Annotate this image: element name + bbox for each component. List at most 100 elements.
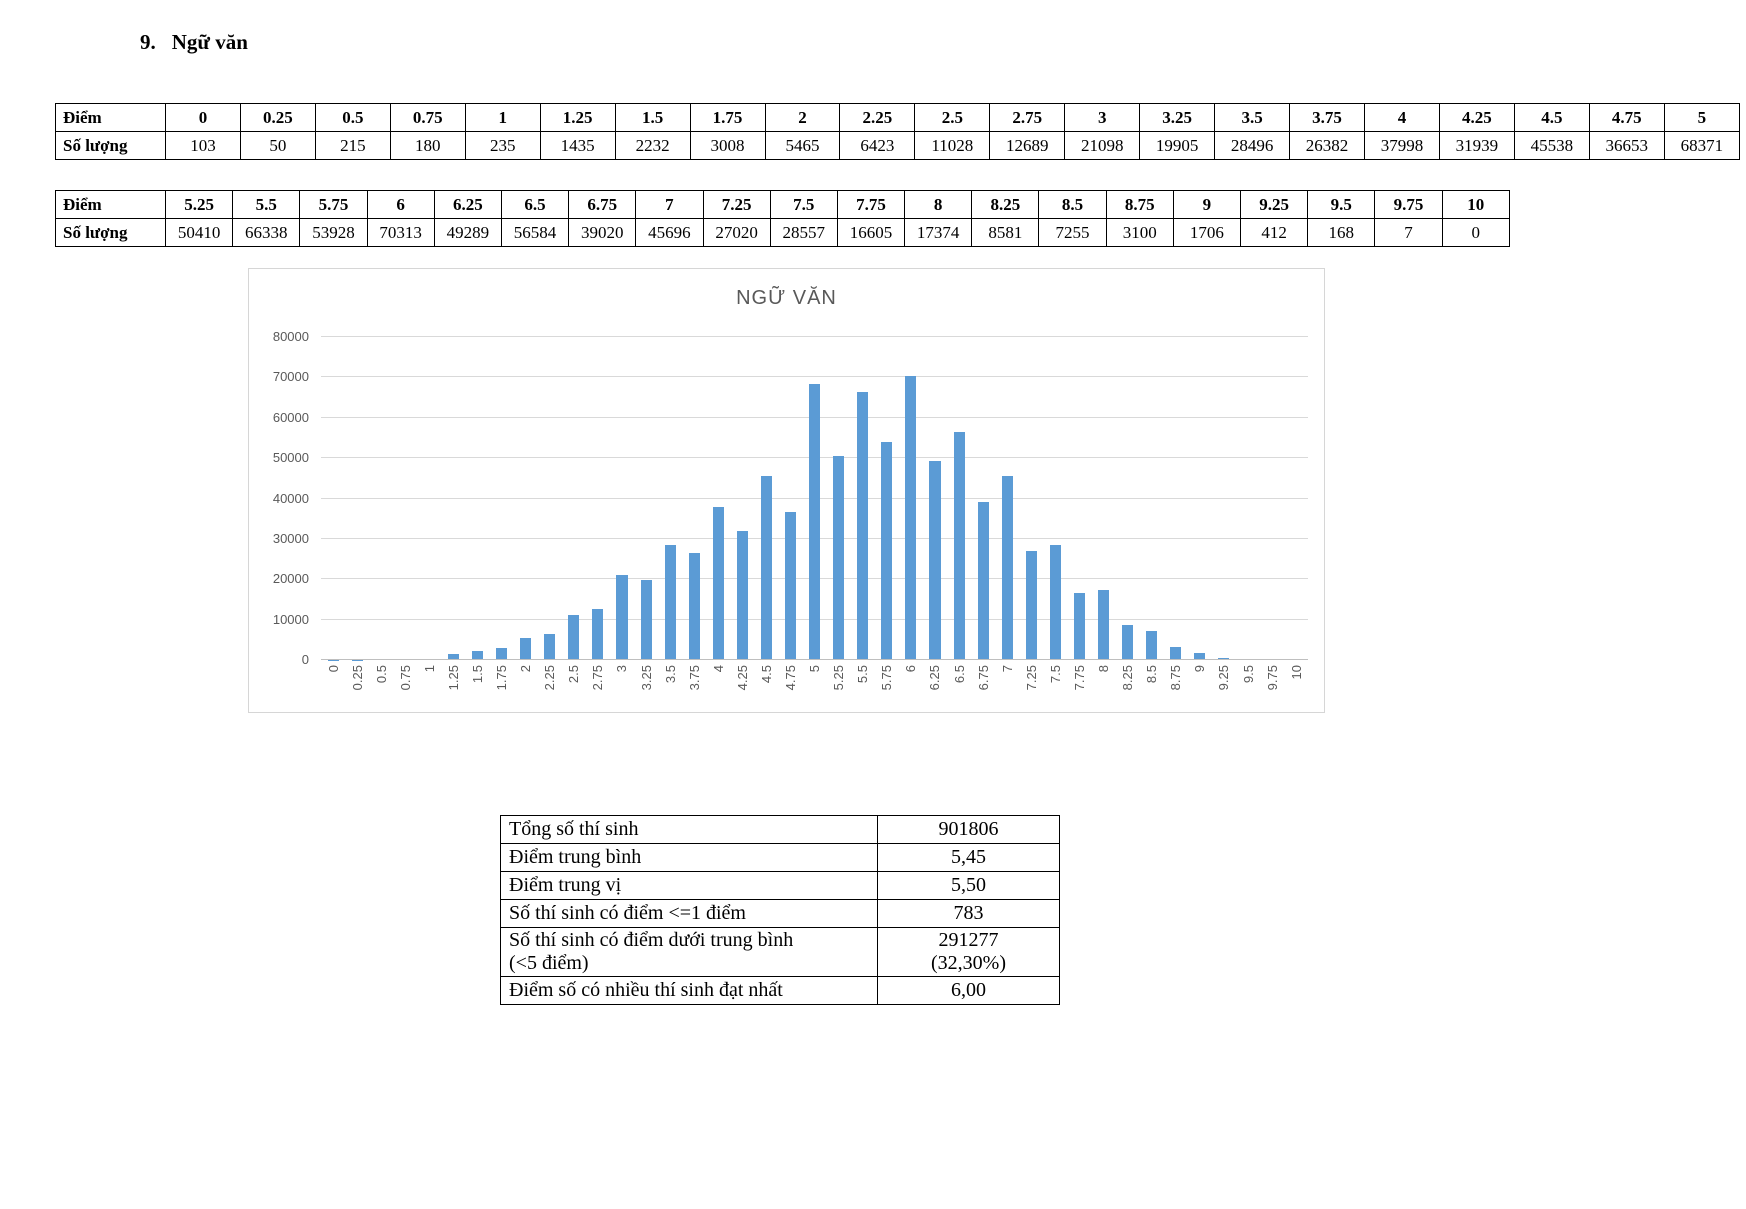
bar-slot (562, 337, 586, 660)
x-axis-tick-label: 7.5 (1047, 665, 1063, 684)
count-cell: 215 (314, 131, 391, 160)
summary-value: 783 (877, 899, 1060, 928)
bar-slot (441, 337, 465, 660)
bar-slot (1092, 337, 1116, 660)
bar-slot (586, 337, 610, 660)
count-cell: 2232 (614, 131, 691, 160)
count-cell: 21098 (1064, 131, 1141, 160)
score-cell: 4.25 (1438, 103, 1515, 132)
x-axis-tick-label: 0.75 (397, 665, 413, 691)
summary-row: Số thí sinh có điểm dưới trung bình (<5 … (500, 927, 1060, 977)
x-axis-tick-label: 8.5 (1144, 665, 1160, 684)
bar (1049, 544, 1061, 660)
bar (1170, 647, 1182, 660)
score-cell: 2.75 (989, 103, 1066, 132)
bar-slot (634, 337, 658, 660)
score-header-row: Điểm 5.25 5.5 5.75 6 6.25 6.5 6.75 7 7.25 7.5 7.75 8… (55, 190, 1511, 219)
bar-slot (947, 337, 971, 660)
score-row-label: Điểm (55, 190, 166, 219)
bar-slot (393, 337, 417, 660)
x-slot: 7.5 (1043, 665, 1067, 683)
chart-plot-area: 0 10000 20000 30000 40000 50000 60000 70000 8000… (273, 329, 1308, 690)
x-slot: 1.75 (490, 665, 514, 690)
count-cell: 28496 (1214, 131, 1291, 160)
count-cell: 27020 (702, 218, 771, 247)
count-cell: 53928 (299, 218, 368, 247)
bar (784, 512, 797, 660)
x-axis-tick-label: 9.25 (1216, 665, 1232, 691)
summary-row: Điểm trung bình 5,45 (500, 843, 1060, 872)
count-cell: 56584 (500, 218, 570, 247)
bar-slot (490, 337, 514, 660)
x-axis-tick-label: 5 (807, 665, 823, 673)
x-axis-tick-label: 0.25 (349, 665, 365, 691)
score-cell: 1.5 (614, 103, 691, 132)
count-row: Số lượng 103 50 215 180 235 1435 2232 3008 5465 64… (55, 131, 1741, 160)
bar (712, 506, 724, 660)
bar-slot (875, 337, 899, 660)
score-cell: 3.75 (1289, 103, 1365, 132)
x-slot: 7 (995, 665, 1019, 672)
count-cell: 49289 (433, 218, 502, 247)
bar-slot (899, 337, 923, 660)
bar-slot (1164, 337, 1188, 660)
count-cell: 70313 (366, 218, 435, 247)
x-slot: 9 (1188, 665, 1212, 672)
y-axis-tick-label: 20000 (272, 571, 309, 587)
bar-slot (706, 337, 730, 660)
bar-slot (658, 337, 682, 660)
bar (568, 615, 580, 660)
score-cell: 0.25 (239, 103, 316, 132)
bar-slot (1116, 337, 1140, 660)
count-cell: 8581 (971, 218, 1040, 247)
summary-row: Số thí sinh có điểm <=1 điểm 783 (500, 899, 1060, 928)
bar-slot (754, 337, 778, 660)
count-cell: 26382 (1289, 131, 1365, 160)
bar (977, 502, 989, 660)
bar-slot (971, 337, 995, 660)
x-axis-tick-label: 0 (325, 665, 341, 673)
count-cell: 5465 (764, 131, 841, 160)
x-slot: 0.75 (393, 665, 417, 690)
x-slot: 0.25 (345, 665, 369, 690)
gridline (321, 376, 1308, 378)
bar-slot (1140, 337, 1164, 660)
summary-label: Điểm trung vị (500, 871, 878, 900)
score-cell: 4 (1364, 103, 1440, 132)
bar-slot (803, 337, 827, 660)
summary-label: Điểm số có nhiều thí sinh đạt nhất (500, 976, 878, 1005)
x-slot: 3.25 (634, 665, 658, 690)
x-axis-tick-label: 7 (999, 665, 1015, 673)
summary-value: 6,00 (877, 976, 1060, 1005)
x-slot: 3.75 (682, 665, 706, 690)
summary-label: Số thí sinh có điểm <=1 điểm (500, 899, 878, 928)
x-axis-tick-label: 8 (1096, 665, 1112, 673)
score-cell: 0 (165, 103, 241, 132)
x-slot: 5.5 (851, 665, 875, 683)
count-cell: 3100 (1105, 218, 1174, 247)
count-cell: 103 (165, 131, 241, 160)
x-axis-tick-label: 7.25 (1023, 665, 1039, 691)
count-cell: 7255 (1038, 218, 1107, 247)
y-axis-tick-label: 60000 (272, 409, 309, 425)
score-cell: 5.75 (299, 190, 368, 219)
x-axis-tick-label: 5.75 (879, 665, 895, 691)
x-axis-tick-label: 9 (1192, 665, 1208, 673)
x-axis-tick-label: 3.5 (662, 665, 678, 684)
score-cell: 4.5 (1513, 103, 1590, 132)
x-slot: 4.75 (778, 665, 802, 690)
x-axis-tick-label: 8.25 (1120, 665, 1136, 691)
x-axis-tick-label: 4.5 (758, 665, 774, 684)
x-axis-tick-label: 7.75 (1071, 665, 1087, 691)
bar (905, 376, 917, 660)
bar-slot (1188, 337, 1212, 660)
bar (544, 634, 556, 660)
summary-row: Điểm trung vị 5,50 (500, 871, 1060, 900)
bar (1194, 653, 1206, 660)
summary-value: 901806 (877, 815, 1060, 844)
x-slot: 2 (514, 665, 538, 672)
score-cell: 5 (1663, 103, 1741, 132)
x-slot: 0.5 (369, 665, 393, 683)
score-cell: 0.5 (314, 103, 391, 132)
